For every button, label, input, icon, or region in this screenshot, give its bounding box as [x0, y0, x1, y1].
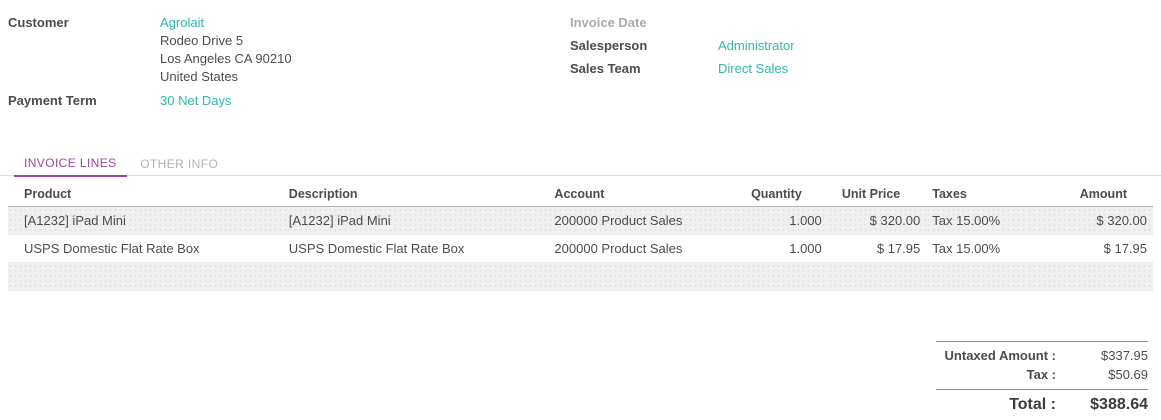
untaxed-amount-label: Untaxed Amount : [944, 348, 1056, 363]
unit-price-cell[interactable]: $ 17.95 [827, 234, 927, 263]
invoice-lines-table: Product Description Account Quantity Uni… [8, 184, 1153, 291]
tab-other-info[interactable]: OTHER INFO [140, 157, 219, 171]
customer-field: Customer Agrolait Rodeo Drive 5 Los Ange… [8, 14, 570, 86]
tax-value: $50.69 [1108, 367, 1148, 382]
column-header-description[interactable]: Description [282, 184, 549, 207]
customer-link[interactable]: Agrolait [160, 15, 205, 30]
total-value: $388.64 [1090, 396, 1148, 413]
table-header-row: Product Description Account Quantity Uni… [8, 184, 1153, 207]
tax-label: Tax : [1026, 367, 1056, 382]
address-line-country: United States [160, 69, 239, 84]
customer-label: Customer [8, 15, 69, 30]
header-left-column: Customer Agrolait Rodeo Drive 5 Los Ange… [8, 14, 570, 115]
amount-cell[interactable]: $ 320.00 [1027, 206, 1153, 235]
invoice-header: Customer Agrolait Rodeo Drive 5 Los Ange… [0, 0, 1161, 115]
payment-term-link[interactable]: 30 Net Days [160, 93, 232, 108]
notebook-tabbar: INVOICE LINES OTHER INFO [0, 153, 1161, 177]
address-line-street: Rodeo Drive 5 [160, 33, 244, 48]
sales-team-label: Sales Team [570, 61, 641, 76]
tax-row: Tax : $50.69 [936, 365, 1148, 384]
account-cell[interactable]: 200000 Product Sales [548, 234, 737, 263]
product-cell[interactable]: USPS Domestic Flat Rate Box [8, 234, 283, 263]
column-header-account[interactable]: Account [548, 184, 737, 207]
empty-row [8, 262, 1153, 291]
column-header-unit-price[interactable]: Unit Price [827, 184, 927, 207]
description-cell[interactable]: USPS Domestic Flat Rate Box [282, 234, 549, 263]
tab-invoice-lines[interactable]: INVOICE LINES [14, 153, 127, 177]
sales-team-link[interactable]: Direct Sales [718, 61, 789, 76]
column-header-quantity[interactable]: Quantity [736, 184, 828, 207]
column-header-product[interactable]: Product [8, 184, 283, 207]
invoice-date-label: Invoice Date [570, 15, 647, 30]
table-row[interactable]: [A1232] iPad Mini [A1232] iPad Mini 2000… [8, 206, 1153, 235]
total-row: Total : $388.64 [936, 389, 1148, 416]
header-right-column: Invoice Date Salesperson Administrator S… [570, 14, 1153, 115]
amount-cell[interactable]: $ 17.95 [1027, 234, 1153, 263]
untaxed-amount-row: Untaxed Amount : $337.95 [936, 346, 1148, 365]
taxes-cell[interactable]: Tax 15.00% [926, 206, 1027, 235]
payment-term-label: Payment Term [8, 93, 97, 108]
customer-value-block: Agrolait Rodeo Drive 5 Los Angeles CA 90… [160, 14, 292, 86]
column-header-amount[interactable]: Amount [1027, 184, 1153, 207]
table-row[interactable]: USPS Domestic Flat Rate Box USPS Domesti… [8, 234, 1153, 263]
sales-team-field: Sales Team Direct Sales [570, 60, 1153, 78]
payment-term-field: Payment Term 30 Net Days [8, 92, 570, 110]
description-cell[interactable]: [A1232] iPad Mini [282, 206, 549, 235]
taxes-cell[interactable]: Tax 15.00% [926, 234, 1027, 263]
salesperson-label: Salesperson [570, 38, 648, 53]
quantity-cell[interactable]: 1.000 [736, 206, 828, 235]
totals-box: Untaxed Amount : $337.95 Tax : $50.69 To… [936, 341, 1148, 416]
unit-price-cell[interactable]: $ 320.00 [827, 206, 927, 235]
total-label: Total : [1009, 396, 1056, 413]
product-cell[interactable]: [A1232] iPad Mini [8, 206, 283, 235]
column-header-taxes[interactable]: Taxes [926, 184, 1027, 207]
untaxed-amount-value: $337.95 [1101, 348, 1148, 363]
salesperson-field: Salesperson Administrator [570, 37, 1153, 55]
address-line-city: Los Angeles CA 90210 [160, 51, 292, 66]
quantity-cell[interactable]: 1.000 [736, 234, 828, 263]
salesperson-link[interactable]: Administrator [718, 38, 795, 53]
invoice-date-field: Invoice Date [570, 14, 1153, 32]
account-cell[interactable]: 200000 Product Sales [548, 206, 737, 235]
